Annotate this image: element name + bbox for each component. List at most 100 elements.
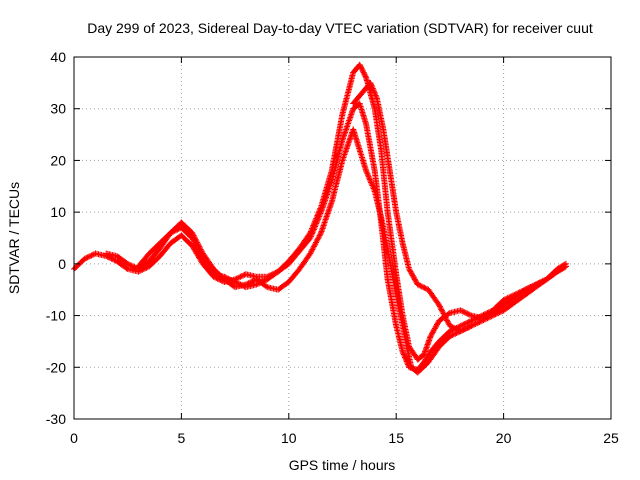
- marker-segment: [146, 246, 162, 265]
- marker-segment: [399, 240, 412, 271]
- y-tick-label: 30: [50, 101, 66, 117]
- marker-segment: [414, 360, 431, 376]
- marker-segment: [511, 292, 527, 306]
- marker-segment: [393, 271, 406, 317]
- data-point: [562, 263, 569, 270]
- marker-segment: [427, 339, 442, 355]
- marker-segment: [156, 231, 173, 252]
- y-tick-label: -30: [46, 411, 66, 427]
- x-axis-label: GPS time / hours: [289, 457, 396, 473]
- marker-segment: [425, 344, 442, 366]
- marker-segment: [350, 91, 364, 107]
- marker-segment: [167, 220, 184, 236]
- marker-segment: [199, 250, 216, 271]
- y-tick-label: 40: [50, 49, 66, 65]
- marker-segment: [285, 267, 302, 285]
- marker-segment: [384, 209, 399, 276]
- marker-segment: [307, 205, 324, 236]
- marker-segment: [457, 323, 473, 335]
- series-track-4: [350, 79, 475, 335]
- marker-segment: [178, 224, 195, 240]
- marker-segment: [339, 71, 356, 117]
- marker-segment: [421, 334, 434, 358]
- marker-segment: [275, 279, 291, 293]
- marker-segment: [380, 126, 393, 173]
- y-tick-label: -10: [46, 308, 66, 324]
- marker-segment: [436, 334, 452, 350]
- marker-segment: [399, 312, 412, 348]
- marker-segment: [371, 105, 384, 152]
- marker-segment: [339, 107, 356, 143]
- marker-segment: [414, 352, 427, 363]
- axis-ticks: 0 5 10 15 20 25 -30 -20 -10 0 10 20 30 40: [46, 49, 619, 446]
- marker-segment: [253, 276, 270, 290]
- marker-segment: [210, 266, 227, 282]
- marker-segment: [178, 232, 195, 248]
- marker-segment: [264, 269, 280, 283]
- x-tick-label: 20: [496, 430, 512, 446]
- marker-segment: [522, 285, 538, 298]
- marker-segment: [436, 302, 453, 328]
- marker-segment: [427, 319, 442, 340]
- marker-segment: [457, 307, 473, 318]
- marker-segment: [356, 100, 369, 126]
- marker-segment: [384, 276, 399, 328]
- marker-segment: [114, 253, 130, 266]
- marker-segment: [373, 95, 386, 131]
- marker-segment: [489, 308, 506, 319]
- marker-segment: [114, 258, 130, 272]
- marker-segment: [393, 322, 406, 354]
- marker-segment: [178, 219, 195, 235]
- marker-segment: [189, 229, 206, 256]
- marker-segment: [511, 287, 527, 301]
- marker-segment: [296, 251, 313, 272]
- marker-segment: [328, 159, 346, 205]
- y-tick-label: -20: [46, 359, 66, 375]
- marker-segment: [479, 313, 495, 324]
- marker-segment: [285, 246, 302, 265]
- y-tick-label: 0: [58, 256, 66, 272]
- x-tick-label: 15: [388, 430, 404, 446]
- marker-segment: [386, 167, 399, 214]
- x-tick-label: 5: [178, 430, 186, 446]
- marker-segment: [318, 169, 335, 210]
- marker-segment: [307, 231, 324, 257]
- y-axis-label: SDTVAR / TECUs: [6, 182, 22, 294]
- marker-segment: [135, 259, 151, 272]
- chart-title: Day 299 of 2023, Sidereal Day-to-day VTE…: [87, 20, 593, 36]
- marker-segment: [401, 333, 414, 369]
- marker-segment: [328, 112, 346, 174]
- marker-segment: [356, 147, 369, 173]
- x-tick-label: 0: [70, 430, 78, 446]
- marker-segment: [156, 241, 173, 260]
- marker-segment: [406, 266, 420, 287]
- marker-segment: [146, 254, 162, 270]
- marker-segment: [500, 300, 517, 314]
- marker-segment: [384, 245, 399, 297]
- marker-segment: [532, 277, 549, 291]
- marker-segment: [363, 167, 378, 193]
- y-tick-label: 20: [50, 152, 66, 168]
- marker-segment: [363, 121, 378, 173]
- marker-segment: [378, 214, 391, 250]
- marker-segment: [421, 350, 433, 366]
- marker-segment: [318, 200, 335, 236]
- marker-segment: [367, 79, 380, 100]
- marker-segment: [554, 264, 568, 275]
- marker-segment: [457, 318, 473, 329]
- x-tick-label: 10: [281, 430, 297, 446]
- marker-segment: [393, 291, 408, 338]
- marker-segment: [146, 241, 162, 257]
- marker-segment: [296, 231, 313, 252]
- marker-segment: [378, 147, 391, 214]
- y-tick-label: 10: [50, 204, 66, 220]
- data-series: [71, 61, 569, 376]
- marker-segment: [543, 269, 560, 283]
- marker-segment: [356, 61, 369, 80]
- marker-segment: [371, 188, 384, 219]
- marker-segment: [189, 242, 206, 266]
- marker-segment: [393, 209, 406, 245]
- marker-segment: [350, 126, 363, 152]
- marker-segment: [436, 329, 452, 345]
